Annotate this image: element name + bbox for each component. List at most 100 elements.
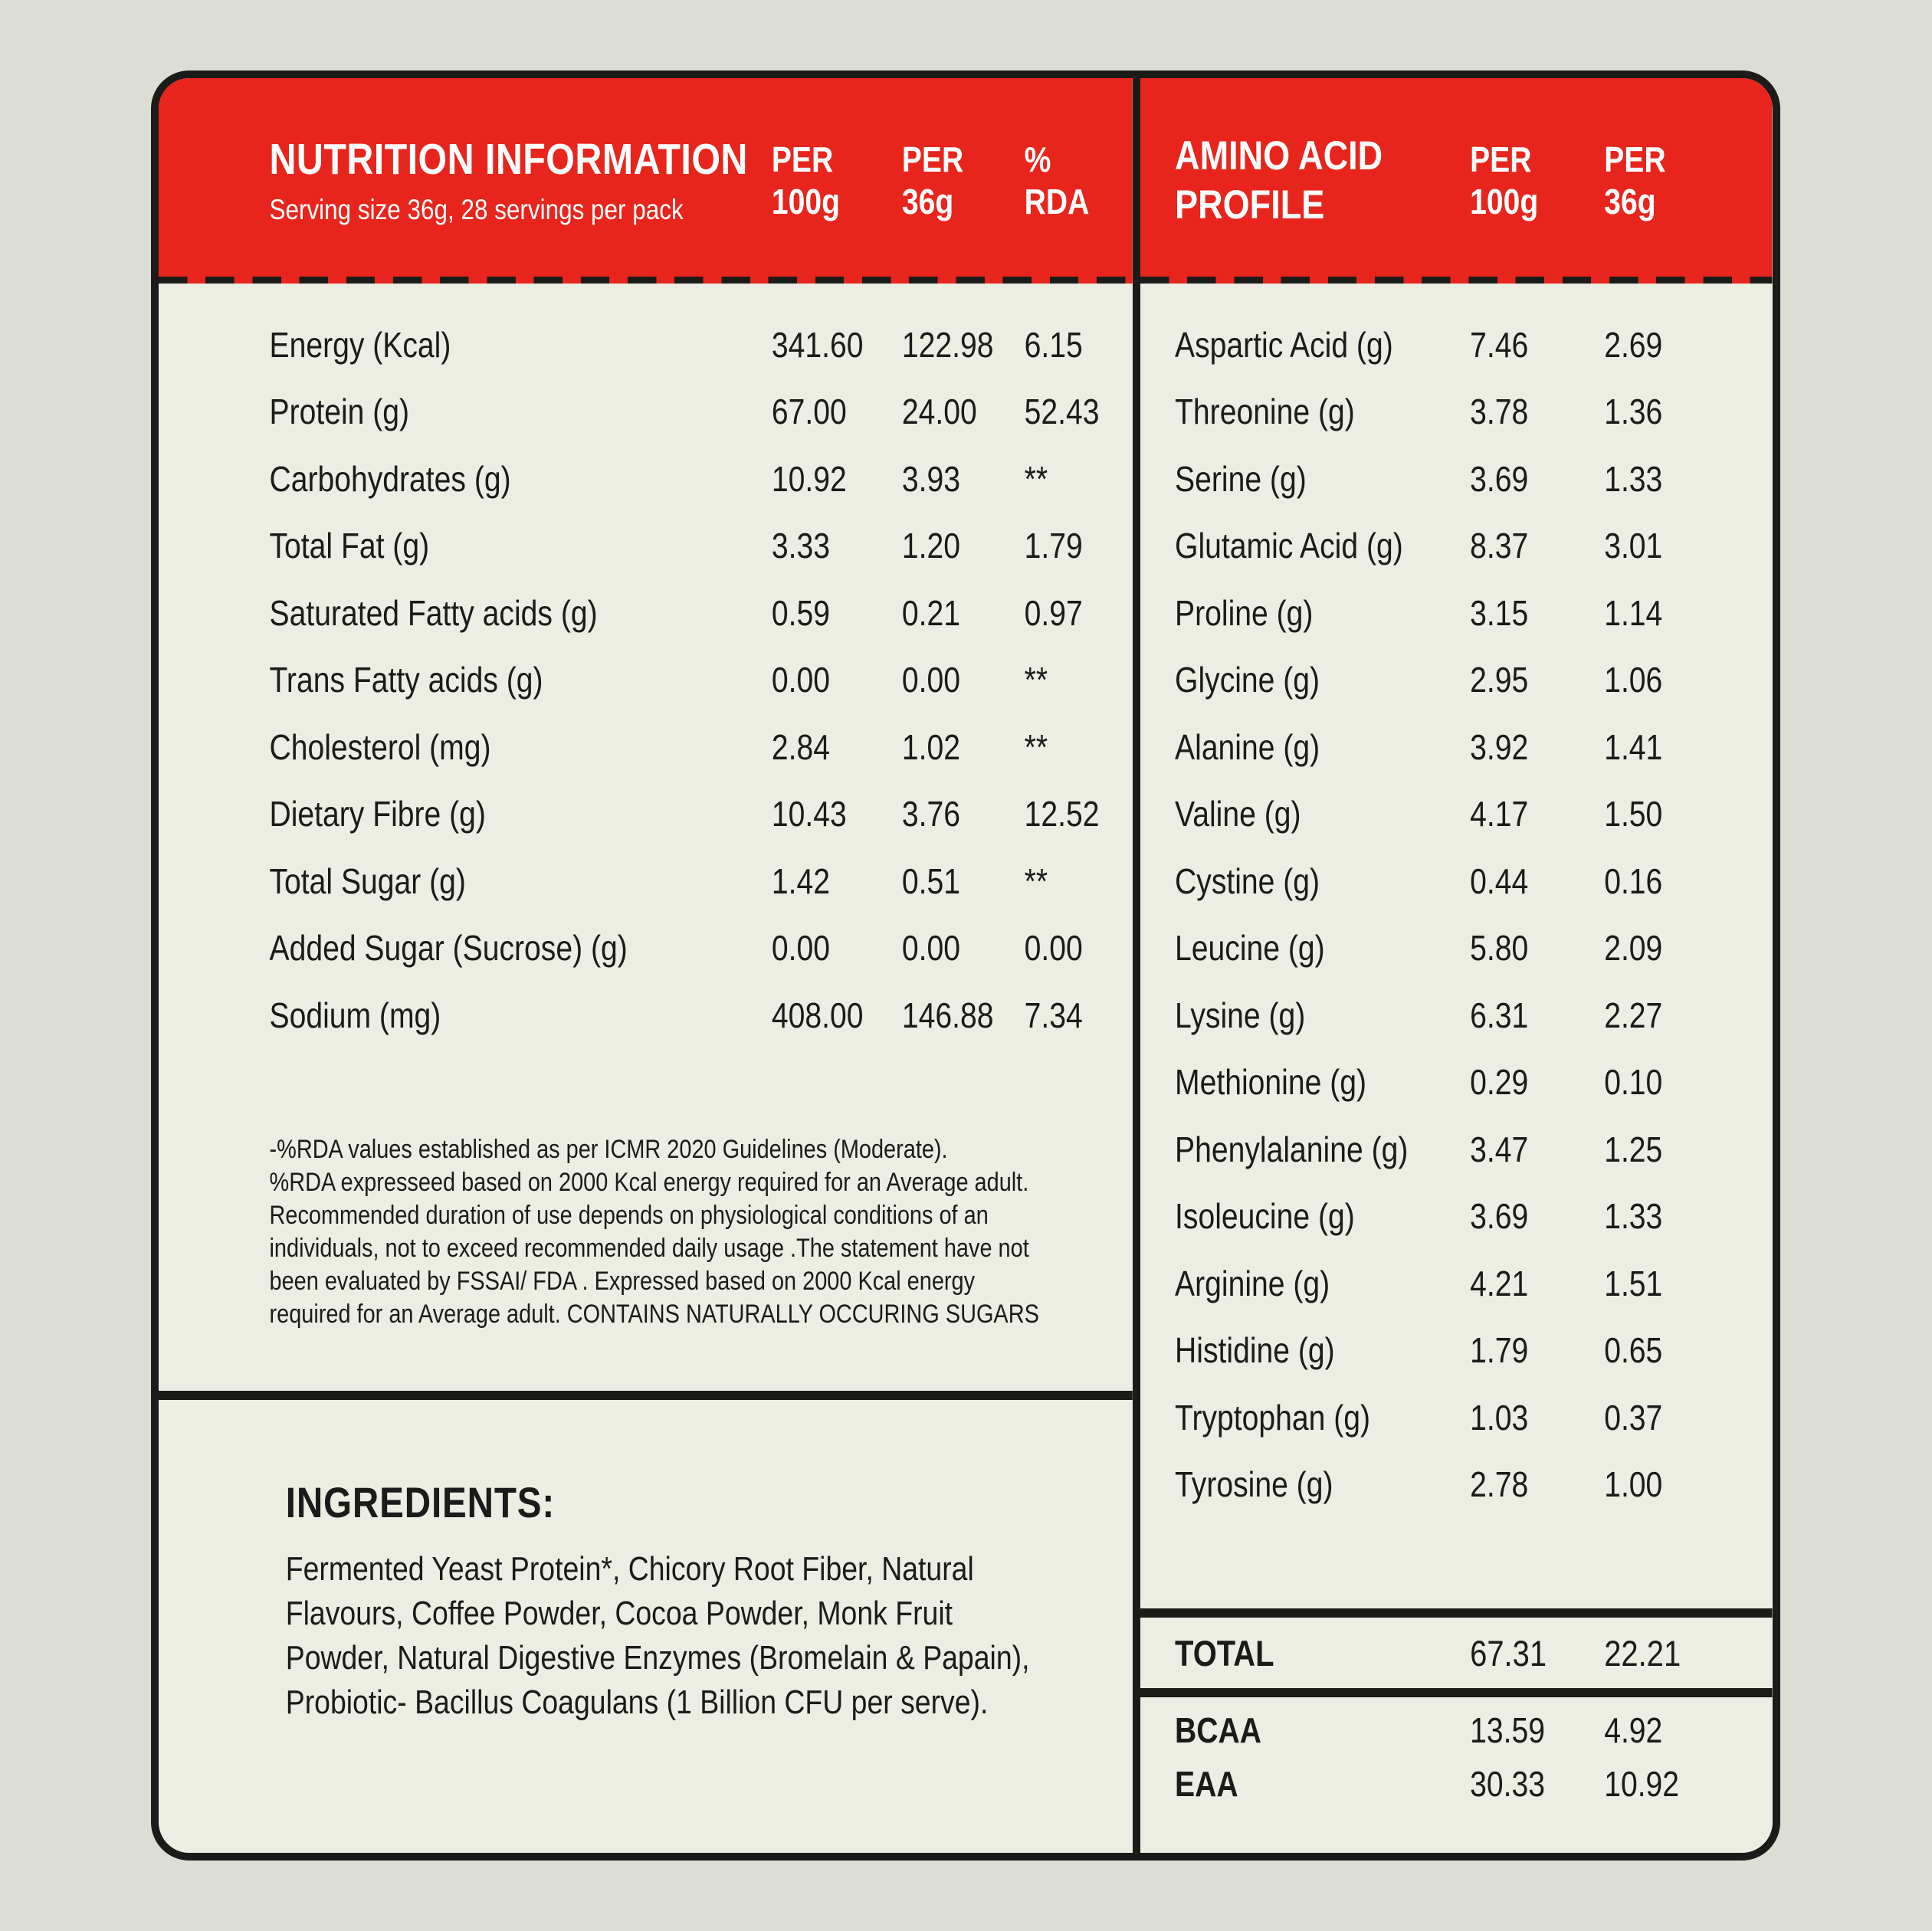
amino-acid-row: Cystine (g) 0.44 0.16: [1140, 847, 1773, 915]
summary-row: BCAA 13.59 4.92: [1140, 1703, 1773, 1757]
nutrition-title: NUTRITION INFORMATION: [269, 135, 748, 184]
amino-per-36g-value: 1.50: [1604, 794, 1663, 834]
amino-per-36g-value: 2.09: [1604, 928, 1663, 969]
nutrition-table: Energy (Kcal) 341.60 122.98 6.15 Protein…: [159, 284, 1133, 1049]
amino-acid-row: Serine (g) 3.69 1.33: [1140, 445, 1773, 513]
nutrient-per-100g-value: 0.59: [771, 592, 830, 633]
nutrition-table-row: Cholesterol (mg) 2.84 1.02 **: [159, 713, 1133, 781]
nutrient-per-100g-value: 10.43: [771, 794, 847, 834]
nutrient-rda-value: 6.15: [1024, 324, 1083, 365]
amino-per-100g-value: 2.95: [1470, 660, 1529, 700]
total-per-36g-value: 22.21: [1604, 1632, 1681, 1674]
amino-acid-row: Lysine (g) 6.31 2.27: [1140, 982, 1773, 1049]
amino-acid-label: Tryptophan (g): [1175, 1397, 1371, 1438]
nutrient-label: Sodium (mg): [269, 995, 441, 1035]
amino-acid-row: Alanine (g) 3.92 1.41: [1140, 713, 1773, 781]
amino-per-36g-value: 1.41: [1604, 726, 1663, 767]
total-label: TOTAL: [1175, 1632, 1274, 1674]
amino-acid-row: Aspartic Acid (g) 7.46 2.69: [1140, 311, 1773, 379]
nutrient-rda-value: 52.43: [1024, 392, 1100, 432]
nutrient-per-36g-value: 1.20: [901, 526, 960, 566]
amino-acid-label: Histidine (g): [1175, 1330, 1335, 1371]
amino-acid-label: Alanine (g): [1175, 726, 1320, 767]
nutrition-information-column: NUTRITION INFORMATION Serving size 36g, …: [159, 78, 1133, 1853]
amino-acid-row: Arginine (g) 4.21 1.51: [1140, 1250, 1773, 1317]
amino-per-36g-value: 1.33: [1604, 1196, 1663, 1237]
amino-acid-label: Cystine (g): [1175, 861, 1320, 901]
nutrient-label: Carbohydrates (g): [269, 458, 511, 499]
amino-acid-row: Phenylalanine (g) 3.47 1.25: [1140, 1116, 1773, 1183]
nutrition-table-row: Added Sugar (Sucrose) (g) 0.00 0.00 0.00: [159, 915, 1133, 982]
amino-per-100g-value: 3.92: [1470, 726, 1529, 767]
amino-per-36g-value: 2.27: [1604, 995, 1663, 1035]
amino-per-100g-value: 5.80: [1470, 928, 1529, 969]
amino-per-100g-value: 4.21: [1470, 1263, 1529, 1303]
nutrition-title-block: NUTRITION INFORMATION Serving size 36g, …: [270, 136, 772, 226]
nutrient-per-36g-value: 146.88: [901, 995, 994, 1035]
nutrition-table-row: Carbohydrates (g) 10.92 3.93 **: [159, 445, 1133, 513]
nutrient-per-100g-value: 1.42: [771, 861, 830, 901]
nutrient-per-100g-value: 2.84: [771, 726, 830, 767]
amino-per-100g-value: 8.37: [1470, 526, 1529, 566]
nutrition-table-row: Total Sugar (g) 1.42 0.51 **: [159, 847, 1133, 915]
amino-acid-row: Isoleucine (g) 3.69 1.33: [1140, 1183, 1773, 1251]
ingredients-divider: [159, 1390, 1133, 1400]
nutrient-rda-value: **: [1024, 458, 1048, 499]
summary-per-36g-value: 4.92: [1604, 1710, 1663, 1750]
nutrient-label: Dietary Fibre (g): [269, 794, 486, 834]
nutrition-label-panel: NUTRITION INFORMATION Serving size 36g, …: [151, 70, 1780, 1861]
amino-acid-row: Tyrosine (g) 2.78 1.00: [1140, 1451, 1773, 1519]
amino-column-header-per-36g: PER 36g: [1604, 139, 1666, 221]
nutrient-rda-value: 1.79: [1024, 526, 1083, 566]
nutrient-label: Saturated Fatty acids (g): [269, 592, 598, 633]
nutrition-table-row: Trans Fatty acids (g) 0.00 0.00 **: [159, 647, 1133, 714]
amino-per-36g-value: 1.06: [1604, 660, 1663, 700]
column-header-per-36g: PER 36g: [901, 139, 964, 221]
amino-per-36g-value: 2.69: [1604, 324, 1663, 365]
amino-per-100g-value: 2.78: [1470, 1464, 1529, 1505]
ingredients-title: INGREDIENTS:: [285, 1477, 556, 1526]
nutrient-rda-value: 12.52: [1024, 794, 1100, 834]
nutrient-rda-value: **: [1024, 726, 1048, 767]
amino-acid-label: Lysine (g): [1175, 995, 1306, 1035]
amino-acid-label: Phenylalanine (g): [1175, 1129, 1409, 1169]
amino-acid-label: Proline (g): [1175, 592, 1314, 633]
nutrient-per-36g-value: 3.93: [901, 458, 960, 499]
nutrient-label: Total Sugar (g): [269, 861, 466, 901]
amino-per-100g-value: 3.15: [1470, 592, 1529, 633]
summary-label: EAA: [1175, 1764, 1238, 1804]
nutrition-table-row: Total Fat (g) 3.33 1.20 1.79: [159, 513, 1133, 580]
nutrition-table-row: Sodium (mg) 408.00 146.88 7.34: [159, 982, 1133, 1049]
amino-per-100g-value: 6.31: [1470, 995, 1529, 1035]
amino-per-36g-value: 0.16: [1604, 861, 1663, 901]
amino-acid-table: Aspartic Acid (g) 7.46 2.69 Threonine (g…: [1140, 284, 1773, 1518]
nutrient-per-100g-value: 67.00: [771, 392, 847, 432]
amino-acid-label: Aspartic Acid (g): [1175, 324, 1393, 365]
summary-row: EAA 30.33 10.92: [1140, 1757, 1773, 1811]
nutrition-table-row: Saturated Fatty acids (g) 0.59 0.21 0.97: [159, 579, 1133, 647]
nutrition-table-row: Energy (Kcal) 341.60 122.98 6.15: [159, 311, 1133, 379]
panel-vertical-divider: [1133, 78, 1140, 1853]
nutrient-rda-value: **: [1024, 861, 1048, 901]
amino-acid-label: Leucine (g): [1175, 928, 1325, 969]
amino-per-36g-value: 0.65: [1604, 1330, 1663, 1371]
amino-per-100g-value: 3.47: [1470, 1129, 1529, 1169]
nutrition-table-row: Dietary Fibre (g) 10.43 3.76 12.52: [159, 781, 1133, 848]
amino-per-36g-value: 1.51: [1604, 1263, 1663, 1303]
nutrient-per-100g-value: 0.00: [771, 928, 830, 969]
total-top-divider: [1140, 1608, 1773, 1618]
amino-per-100g-value: 7.46: [1470, 324, 1529, 365]
nutrient-per-100g-value: 10.92: [771, 458, 847, 499]
nutrient-per-100g-value: 341.60: [771, 324, 864, 365]
nutrition-information-header: NUTRITION INFORMATION Serving size 36g, …: [159, 78, 1133, 284]
rda-footnote: -%RDA values established as per ICMR 202…: [269, 1134, 1039, 1329]
amino-acid-row: Proline (g) 3.15 1.14: [1140, 579, 1773, 647]
amino-acid-label: Threonine (g): [1175, 392, 1355, 432]
nutrient-label: Added Sugar (Sucrose) (g): [269, 928, 628, 969]
amino-acid-row: Glycine (g) 2.95 1.06: [1140, 647, 1773, 714]
nutrient-per-100g-value: 0.00: [771, 660, 830, 700]
amino-per-100g-value: 1.79: [1470, 1330, 1529, 1371]
amino-acid-label: Valine (g): [1175, 794, 1301, 834]
summary-per-100g-value: 13.59: [1470, 1710, 1545, 1750]
